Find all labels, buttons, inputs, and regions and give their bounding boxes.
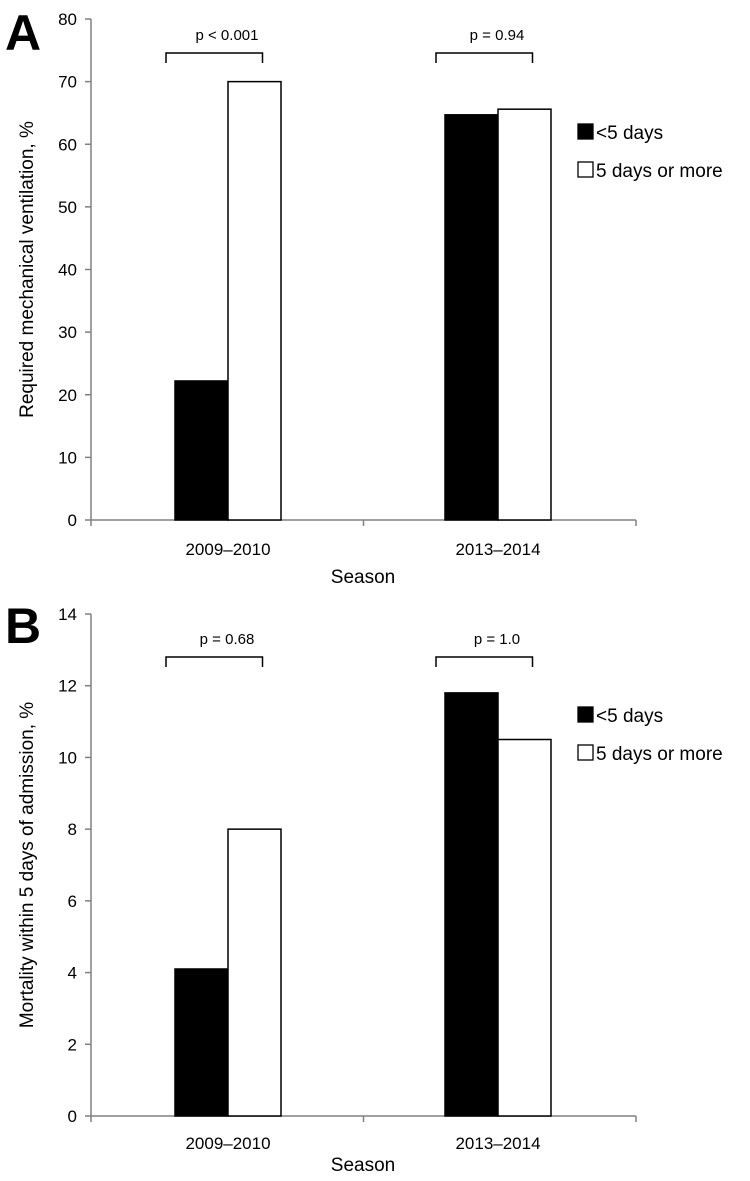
x-tick-label: 2013–2014 (455, 540, 540, 559)
x-axis-title: Season (331, 1155, 395, 1176)
bar-ge5-1 (497, 738, 552, 1117)
y-tick-label: 30 (58, 323, 77, 342)
legend-swatch (577, 123, 594, 140)
bar-lt5-0 (174, 968, 229, 1117)
legend-swatch (577, 744, 594, 761)
significance-bracket (165, 656, 264, 667)
p-value-annotation: p = 0.94 (470, 27, 525, 44)
x-tick-label: 2013–2014 (455, 1134, 540, 1153)
y-tick-label: 4 (68, 964, 77, 983)
y-tick-label: 0 (68, 1107, 77, 1126)
y-tick-label: 0 (68, 511, 77, 530)
legend-swatch (577, 706, 594, 723)
x-axis-title: Season (331, 567, 395, 588)
bar-ge5-0 (227, 80, 282, 521)
bar-lt5-0 (174, 380, 229, 521)
y-tick-label: 40 (58, 261, 77, 280)
legend: <5 days 5 days or more (577, 706, 723, 765)
y-tick-label: 60 (58, 135, 77, 154)
x-tick-label: 2009–2010 (185, 1134, 270, 1153)
y-tick-label: 6 (68, 892, 77, 911)
bar-ge5-0 (227, 828, 282, 1117)
y-tick-label: 8 (68, 820, 77, 839)
chart-panel-b: B 0 2 4 6 8 10 12 14 2009–2010 p = 0.68 2013–2014 p … (5, 598, 723, 1176)
y-tick-label: 10 (58, 748, 77, 767)
y-tick-label: 50 (58, 198, 77, 217)
bar-lt5-1 (444, 692, 499, 1117)
legend-label: 5 days or more (596, 161, 723, 182)
panel-label: B (5, 598, 41, 654)
legend-label: 5 days or more (596, 744, 723, 765)
x-tick-label: 2009–2010 (185, 540, 270, 559)
bar-lt5-1 (444, 114, 499, 521)
y-tick-label: 10 (58, 448, 77, 467)
legend: <5 days 5 days or more (577, 123, 723, 182)
legend-label: <5 days (596, 706, 663, 727)
y-tick-label: 14 (58, 605, 77, 624)
y-tick-label: 80 (58, 10, 77, 29)
y-tick-label: 70 (58, 73, 77, 92)
legend-label: <5 days (596, 123, 663, 144)
y-axis-title: Mortality within 5 days of admission, % (17, 702, 38, 1028)
panel-label: A (5, 5, 41, 61)
significance-bracket (435, 656, 534, 667)
y-tick-label: 2 (68, 1035, 77, 1054)
legend-swatch (577, 161, 594, 178)
bar-ge5-1 (497, 108, 552, 521)
p-value-annotation: p < 0.001 (196, 27, 259, 44)
y-axis-title: Required mechanical ventilation, % (17, 121, 38, 418)
significance-bracket (435, 52, 534, 63)
p-value-annotation: p = 1.0 (474, 631, 520, 648)
significance-bracket (165, 52, 264, 63)
chart-panel-a: A 0 10 20 30 40 50 60 70 80 2009–2010 p < 0.001 2013… (5, 5, 723, 588)
p-value-annotation: p = 0.68 (200, 631, 255, 648)
y-tick-label: 20 (58, 386, 77, 405)
y-tick-label: 12 (58, 677, 77, 696)
